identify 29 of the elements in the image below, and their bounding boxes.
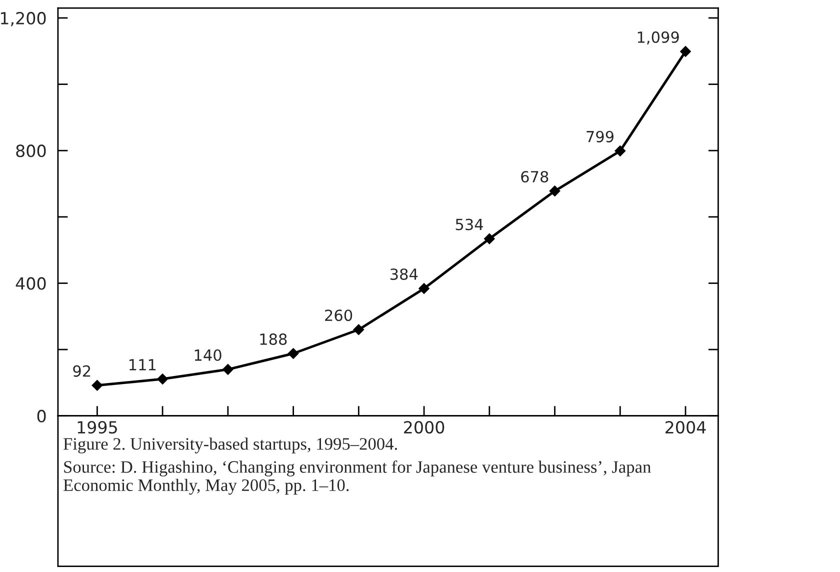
point — [353, 324, 364, 336]
point — [222, 364, 234, 375]
x-tick-label: 1995 — [78, 421, 117, 434]
y-tick-label: 0 — [37, 410, 46, 422]
point — [288, 348, 299, 359]
data-label: 260 — [325, 310, 352, 322]
y-tick-label: 400 — [16, 277, 46, 290]
point — [614, 145, 626, 156]
y-tick-label: 800 — [16, 144, 46, 158]
point — [92, 380, 103, 391]
point — [680, 46, 691, 57]
data-label: 384 — [390, 268, 418, 280]
data-label: 111 — [130, 359, 156, 370]
source-note: Source: D. Higashino, ‘Changing environment for Japanese venture business’, Japan Economic Monthly, May 2005, pp. 1–10. — [64, 460, 651, 495]
x-tick-label: 2004 — [666, 421, 706, 434]
data-label: 534 — [456, 218, 483, 230]
point — [484, 233, 495, 244]
point — [418, 283, 430, 294]
data-label: 1,099 — [638, 31, 679, 44]
point — [549, 186, 560, 196]
x-tick-label: 2000 — [404, 421, 444, 434]
point — [157, 374, 168, 384]
data-label: 140 — [194, 349, 222, 361]
caption: Figure 2. University-based startups, 1995–2004. — [64, 438, 397, 454]
data-label: 799 — [586, 130, 614, 142]
y-tick-label: 1,200 — [0, 12, 46, 26]
data-label: 92 — [73, 365, 90, 377]
data-label: 188 — [260, 333, 287, 345]
data-label: 678 — [521, 170, 548, 183]
